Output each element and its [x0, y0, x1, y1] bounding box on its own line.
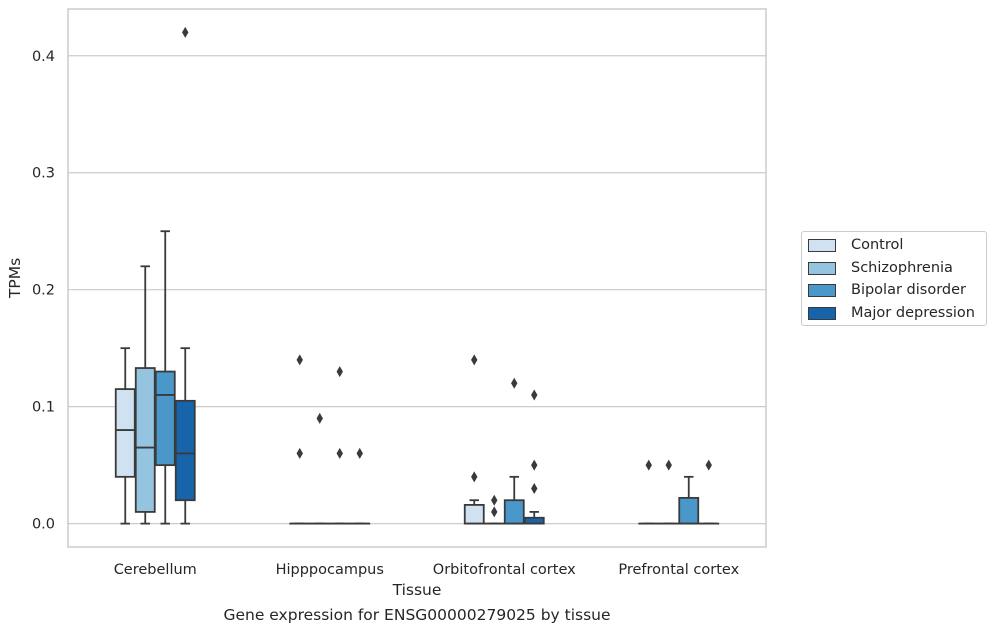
x-tick-label: Cerebellum: [114, 562, 197, 578]
legend-item-control: Control: [808, 236, 903, 254]
outlier-point: [491, 494, 498, 506]
outlier-point: [182, 26, 189, 38]
legend-swatch-major-depression: [808, 306, 836, 320]
legend-swatch-bipolar-disorder: [808, 283, 836, 297]
outlier-point: [336, 366, 343, 378]
y-tick-label: 0.1: [32, 400, 55, 416]
box: [174, 399, 196, 502]
y-tick-label: 0.4: [32, 49, 55, 65]
box: [503, 499, 525, 525]
x-axis-label: Tissue: [392, 581, 442, 599]
outlier-point: [471, 354, 478, 366]
outlier-point: [356, 447, 363, 459]
outlier-point: [296, 447, 303, 459]
outlier-point: [645, 459, 652, 471]
box: [463, 503, 485, 525]
legend-item-major-depression: Major depression: [808, 304, 975, 322]
outlier-point: [491, 506, 498, 518]
x-tick-label: Hipppocampus: [276, 562, 384, 578]
box: [134, 367, 156, 513]
outlier-point: [531, 483, 538, 495]
figure-caption: Gene expression for ENSG00000279025 by t…: [223, 606, 611, 624]
box: [678, 496, 700, 525]
x-tick-label: Prefrontal cortex: [618, 562, 739, 578]
outlier-point: [336, 447, 343, 459]
outlier-point: [316, 412, 323, 424]
outlier-point: [296, 354, 303, 366]
legend-label-schizophrenia: Schizophrenia: [851, 260, 953, 276]
y-axis-label: TPMs: [6, 258, 24, 299]
outlier-point: [531, 389, 538, 401]
legend-label-major-depression: Major depression: [851, 305, 975, 321]
outlier-point: [511, 377, 518, 389]
legend-label-control: Control: [851, 237, 904, 253]
box: [114, 388, 136, 478]
legend: Control Schizophrenia Bipolar disorder M…: [801, 231, 987, 326]
plot-frame: [67, 8, 767, 548]
outlier-point: [665, 459, 672, 471]
legend-swatch-control: [808, 238, 836, 252]
outlier-point: [705, 459, 712, 471]
y-tick-label: 0.0: [32, 517, 55, 533]
outlier-point: [471, 471, 478, 483]
legend-label-bipolar-disorder: Bipolar disorder: [851, 282, 966, 298]
outlier-point: [531, 459, 538, 471]
box: [154, 370, 176, 467]
y-tick-label: 0.2: [32, 283, 55, 299]
legend-swatch-schizophrenia: [808, 261, 836, 275]
legend-item-schizophrenia: Schizophrenia: [808, 259, 953, 277]
x-tick-label: Orbitofrontal cortex: [433, 562, 576, 578]
legend-item-bipolar-disorder: Bipolar disorder: [808, 281, 966, 299]
y-tick-label: 0.3: [32, 166, 55, 182]
